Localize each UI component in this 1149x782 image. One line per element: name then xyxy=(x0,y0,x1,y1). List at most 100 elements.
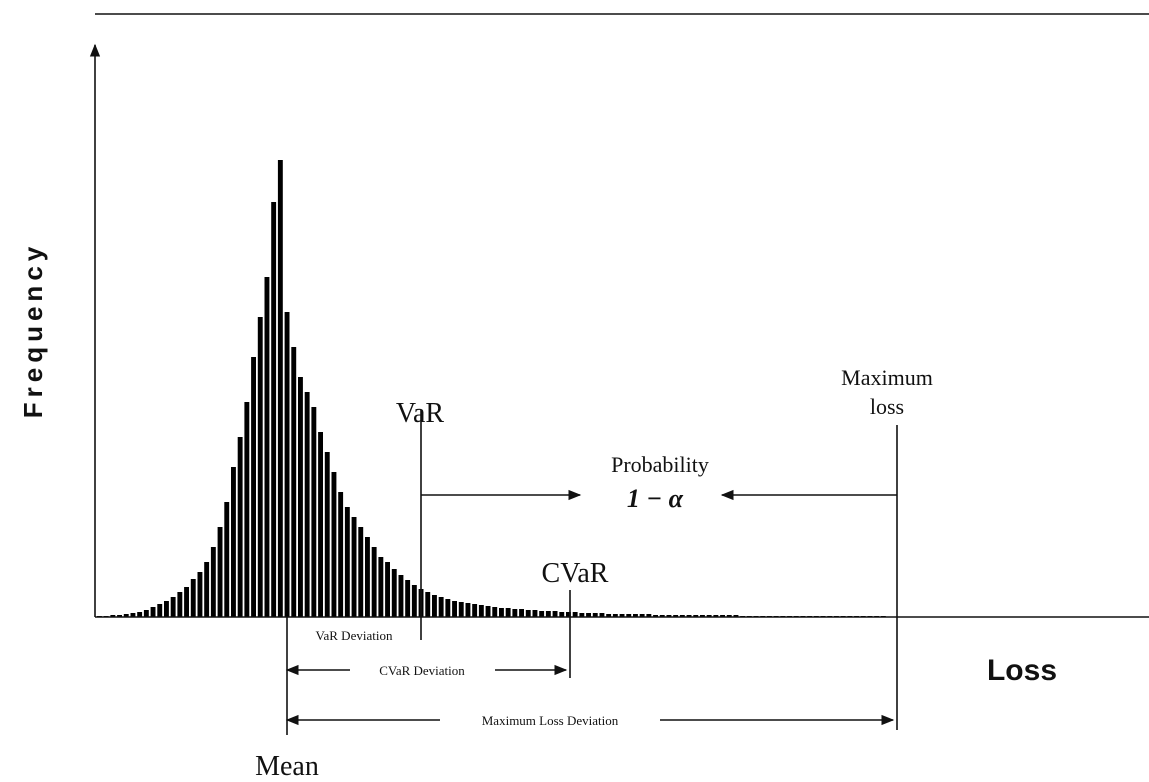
bar xyxy=(244,402,250,617)
y-label: Frequency xyxy=(18,242,48,419)
bar xyxy=(190,579,196,617)
bar xyxy=(452,601,457,617)
bar xyxy=(532,610,538,617)
bar xyxy=(217,527,223,617)
bar xyxy=(512,609,518,617)
bar xyxy=(157,604,163,617)
bar xyxy=(485,606,491,617)
bar xyxy=(143,610,149,617)
bar xyxy=(231,467,236,617)
bar xyxy=(398,575,404,617)
x-label: Loss xyxy=(987,654,1057,687)
bar xyxy=(324,452,330,617)
bar xyxy=(499,608,504,617)
bar xyxy=(552,611,558,617)
bar xyxy=(204,562,210,617)
bar xyxy=(298,377,303,617)
bar xyxy=(291,347,297,617)
bar xyxy=(639,614,645,617)
bar xyxy=(713,615,719,617)
annotation: Maximum Loss Deviation xyxy=(482,713,619,728)
annotation: 1 − α xyxy=(627,484,684,513)
bar xyxy=(586,613,591,617)
bar xyxy=(492,607,498,617)
bar xyxy=(686,615,692,617)
bar xyxy=(365,537,370,617)
bar xyxy=(626,614,632,617)
annotation: Mean xyxy=(255,751,319,782)
bar xyxy=(726,615,732,617)
bar xyxy=(432,595,437,617)
annotation: CVaR Deviation xyxy=(379,663,465,678)
bar xyxy=(177,592,183,617)
bar xyxy=(224,502,230,617)
bar xyxy=(612,614,618,617)
bar xyxy=(110,615,116,617)
bar xyxy=(271,202,277,617)
bar xyxy=(277,160,283,617)
bar xyxy=(733,615,739,617)
bar xyxy=(659,615,665,617)
bar xyxy=(566,612,571,617)
bar xyxy=(351,517,357,617)
bar xyxy=(150,607,156,617)
bar xyxy=(619,614,625,617)
bar xyxy=(545,611,551,617)
annotation: CVaR xyxy=(542,558,609,589)
annotation: Maximum xyxy=(841,365,933,390)
bar xyxy=(251,357,256,617)
bar xyxy=(237,437,243,617)
bar xyxy=(679,615,685,617)
bar xyxy=(633,614,638,617)
annotation: VaR xyxy=(396,398,445,429)
bar xyxy=(653,615,658,617)
bar xyxy=(318,432,323,617)
bar xyxy=(264,277,270,617)
bar xyxy=(458,602,464,617)
bar xyxy=(478,605,484,617)
bar xyxy=(525,610,531,617)
bar xyxy=(385,562,390,617)
bar xyxy=(197,572,203,617)
annotation: Probability xyxy=(611,452,709,477)
bar xyxy=(123,614,129,617)
bar xyxy=(646,614,652,617)
bar xyxy=(311,407,317,617)
bar xyxy=(130,613,136,617)
bar xyxy=(358,527,364,617)
bar xyxy=(465,603,471,617)
bar xyxy=(117,615,122,617)
bar xyxy=(164,601,169,617)
bar xyxy=(411,585,417,617)
bar xyxy=(693,615,699,617)
bar xyxy=(137,612,143,617)
bar xyxy=(539,611,545,617)
histogram xyxy=(97,160,886,617)
bar xyxy=(284,312,290,617)
bar xyxy=(170,597,176,617)
bar xyxy=(338,492,344,617)
bar xyxy=(706,615,712,617)
bar xyxy=(519,609,524,617)
bar xyxy=(579,613,585,617)
bar xyxy=(606,614,612,617)
bar xyxy=(666,615,672,617)
bar xyxy=(572,612,578,617)
bar xyxy=(505,608,511,617)
bar xyxy=(378,557,384,617)
annotation: VaR Deviation xyxy=(316,628,393,643)
bar xyxy=(371,547,377,617)
bar xyxy=(210,547,216,617)
bar xyxy=(472,604,478,617)
annotation: loss xyxy=(870,394,904,419)
bar xyxy=(720,615,725,617)
bar xyxy=(304,392,310,617)
bar xyxy=(445,599,451,617)
bar xyxy=(184,587,189,617)
bar xyxy=(405,580,411,617)
bar xyxy=(425,592,431,617)
bar xyxy=(391,569,397,617)
bar xyxy=(438,597,444,617)
bar xyxy=(331,472,337,617)
